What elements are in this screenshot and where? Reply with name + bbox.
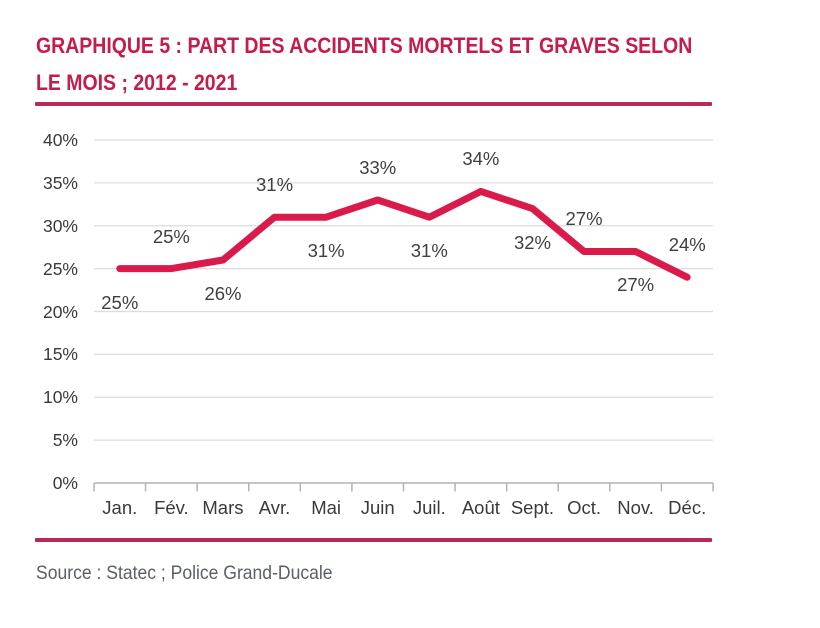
x-axis-tick-label: Oct. [567,497,601,518]
y-axis-tick-label: 25% [42,258,78,279]
y-axis-tick-label: 10% [42,387,78,408]
x-axis-tick-label: Jan. [102,497,138,518]
x-axis-tick-label: Mars [202,497,244,518]
data-point-label: 25% [152,225,190,247]
data-point-label: 31% [256,174,294,196]
x-axis-tick-label: Mai [311,497,342,518]
data-point-label: 31% [410,240,448,262]
x-axis-tick-label: Avr. [258,497,291,518]
x-axis-tick-label: Sept. [510,497,555,518]
y-axis-tick-label: 35% [42,172,78,193]
x-axis-tick-label: Déc. [668,497,707,518]
data-point-label: 32% [513,231,551,253]
plot-area [93,139,714,492]
data-point-label: 27% [617,274,655,296]
data-point-label: 25% [101,291,139,313]
y-axis-tick-label: 20% [42,301,78,322]
y-axis-tick-label: 40% [42,130,78,150]
title-divider-rule [35,102,712,106]
data-point-label: 27% [565,208,603,230]
footer-divider-rule [35,538,712,542]
chart-title: GRAPHIQUE 5 : PART DES ACCIDENTS MORTELS… [36,27,709,101]
x-axis-tick-label: Juil. [412,497,446,518]
chart-title-line1: GRAPHIQUE 5 : PART DES ACCIDENTS MORTELS… [36,33,693,58]
chart-title-line2: LE MOIS ; 2012 - 2021 [36,70,238,95]
x-axis-tick-label: Fév. [154,497,189,518]
y-axis-tick-label: 0% [52,473,78,493]
x-axis-tick-label: Nov. [617,497,654,518]
y-axis-tick-label: 15% [42,344,78,365]
source-caption: Source : Statec ; Police Grand-Ducale [36,562,333,584]
data-point-label: 24% [668,234,706,256]
data-point-label: 26% [204,283,242,305]
data-point-label: 33% [359,157,397,179]
data-point-label: 34% [462,148,500,170]
x-axis-tick-label: Juin [360,497,395,518]
x-axis-tick-label: Août [461,497,500,518]
y-axis-tick-label: 5% [52,430,78,451]
y-axis-tick-label: 30% [42,215,78,236]
line-chart: 0% 5% 10% 15% 20% 25% 30% 35% 40% Jan. Fév. Mars Av… [0,115,820,535]
data-point-label: 31% [307,240,345,262]
